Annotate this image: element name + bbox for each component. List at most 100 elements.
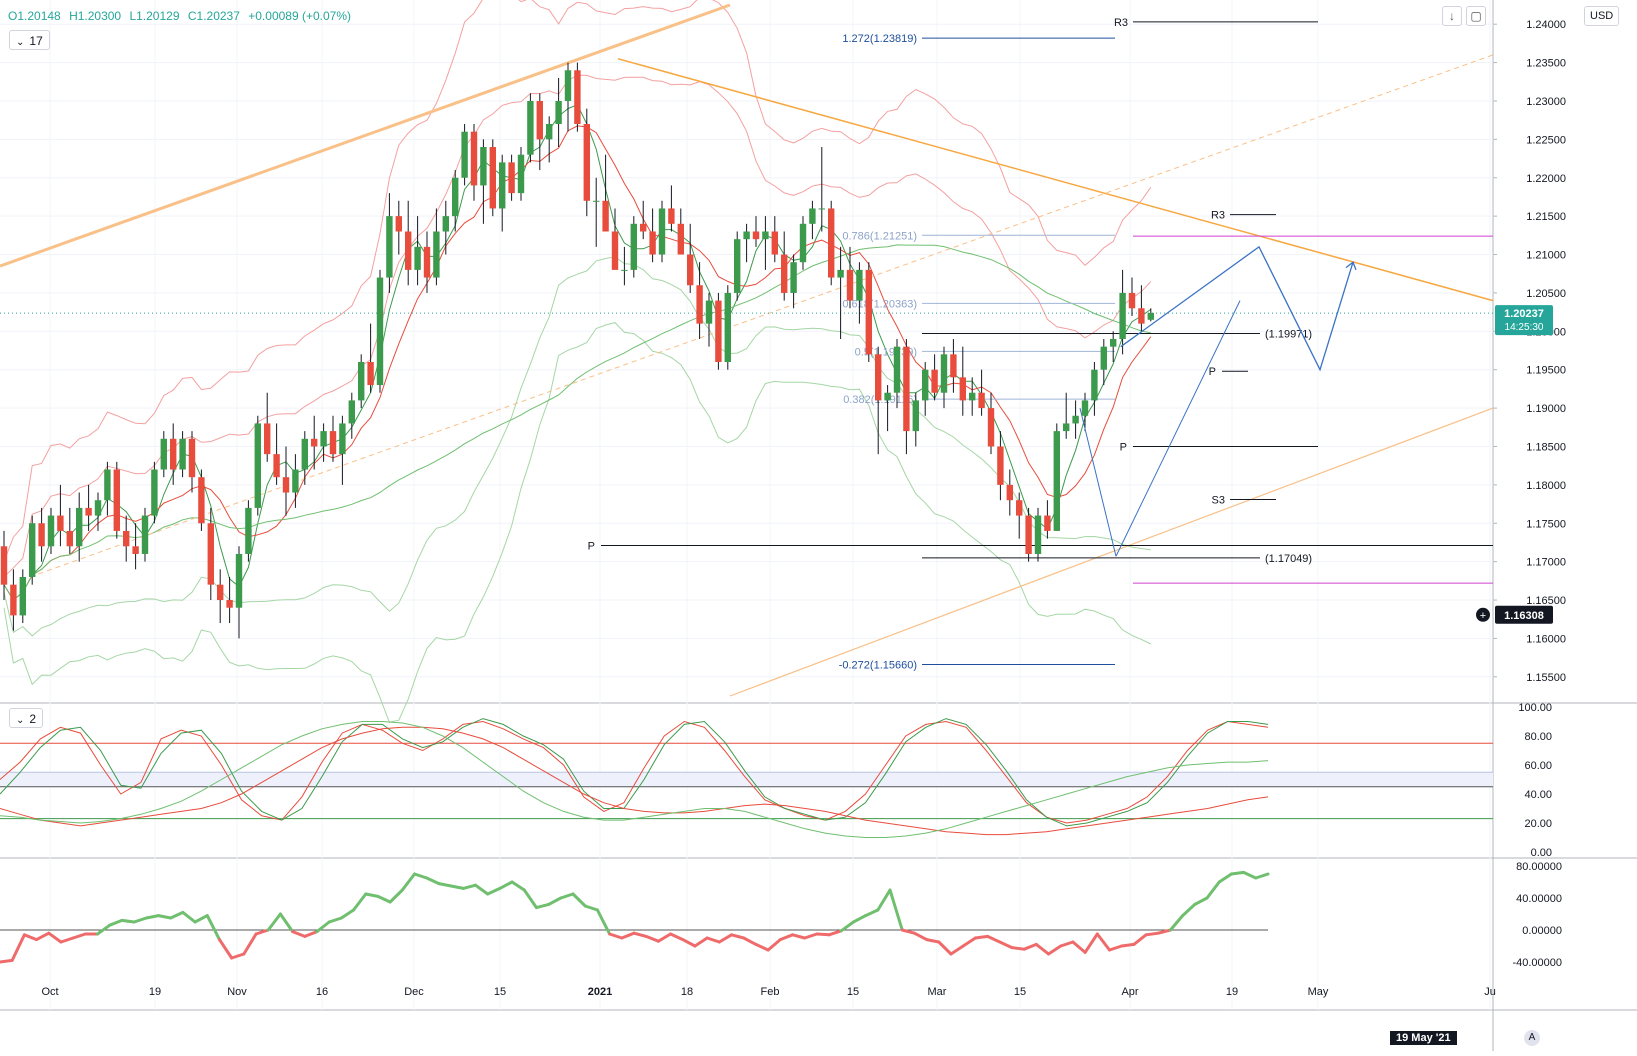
momentum-segment xyxy=(1071,940,1087,954)
momentum-segment xyxy=(157,914,173,920)
momentum-segment xyxy=(376,894,392,904)
price-tick-label: 1.24000 xyxy=(1526,19,1566,31)
candle-body xyxy=(884,392,891,401)
currency-label[interactable]: USD xyxy=(1584,6,1620,26)
horizontal-levels[interactable]: R3 1.272(1.23819) R3 0.786(1.21251) 0.618(1.… xyxy=(588,17,1493,672)
candle-body xyxy=(611,231,619,270)
mom-tick-label: 40.00000 xyxy=(1516,893,1562,905)
candle-body xyxy=(358,362,365,401)
momentum-segment xyxy=(1242,870,1258,880)
momentum-segment xyxy=(437,882,453,888)
momentum-segment xyxy=(522,888,538,910)
candle-body xyxy=(207,523,214,585)
oscillator-line xyxy=(0,726,1269,836)
fullscreen-icon[interactable]: ▢ xyxy=(1466,6,1486,26)
lower-band xyxy=(3,322,1152,723)
price-axes[interactable]: 1.24000 1.23500 1.23000 1.22500 1.22000 1.215… xyxy=(1476,19,1566,969)
momentum-segment xyxy=(986,934,1002,944)
add-alert-icon xyxy=(1476,607,1490,622)
candle-body xyxy=(29,523,36,577)
chevron-down-icon: ⌄ xyxy=(16,715,25,726)
arrow-down-icon[interactable]: ↓ xyxy=(1442,6,1462,26)
momentum-segment xyxy=(413,872,429,880)
candle-body xyxy=(743,231,750,240)
projection-path[interactable] xyxy=(1079,245,1357,557)
candle-body xyxy=(799,223,807,263)
momentum-segment xyxy=(10,933,26,962)
momentum-segment xyxy=(669,932,685,942)
momentum-segment xyxy=(266,912,282,932)
momentum-segment xyxy=(912,931,929,942)
momentum-segment xyxy=(1095,932,1111,952)
time-tick-label: Dec xyxy=(404,986,424,998)
momentum-segment xyxy=(888,888,904,932)
candle-body xyxy=(912,400,919,432)
candle-body xyxy=(837,269,844,278)
momentum-segment xyxy=(839,920,855,933)
level-label: (1.17049) xyxy=(1265,553,1312,565)
candle-body xyxy=(1053,431,1060,531)
momentum-segment xyxy=(1144,931,1160,937)
momentum-segment xyxy=(22,933,39,942)
time-axis[interactable]: Oct 19 Nov 16 Dec 15 2021 18 Feb 15 Mar 15 Apr 19 May J… xyxy=(41,986,1495,998)
candle-body xyxy=(677,223,684,255)
close-value: C1.20237 xyxy=(187,9,240,23)
momentum-segment xyxy=(559,892,575,900)
candle-body xyxy=(762,231,769,240)
oscillator-toggle-button[interactable]: ⌄ 2 xyxy=(9,708,44,728)
indicators-toggle-button[interactable]: ⌄ 17 xyxy=(9,30,50,50)
candle-body xyxy=(376,277,384,386)
candle-body xyxy=(1006,484,1013,501)
candle-body xyxy=(198,477,205,524)
candle-body xyxy=(339,423,346,455)
momentum-segment xyxy=(1022,942,1038,951)
momentum-segment xyxy=(961,936,977,948)
momentum-segment xyxy=(461,883,477,890)
momentum-segment xyxy=(705,936,721,944)
candle-body xyxy=(1147,312,1154,320)
lower-channel-trendline xyxy=(729,407,1494,697)
momentum-segment xyxy=(1059,940,1075,948)
candle-body xyxy=(781,254,788,293)
momentum-segment xyxy=(973,934,990,940)
candle-body xyxy=(1128,292,1136,309)
candle-body xyxy=(94,500,102,516)
momentum-segment xyxy=(632,931,648,938)
price-tick-label: 1.18500 xyxy=(1526,441,1566,453)
momentum-segment xyxy=(254,928,270,936)
momentum-segment xyxy=(1156,928,1172,935)
momentum-segment xyxy=(949,944,965,956)
candle-body xyxy=(1072,415,1079,424)
candle-body xyxy=(508,162,515,194)
swing-leg xyxy=(1079,407,1117,557)
time-tick-label: 2021 xyxy=(588,986,612,998)
mid-band-fill xyxy=(0,772,1493,787)
candle-body xyxy=(264,423,271,455)
momentum-segment xyxy=(193,914,209,924)
candle-body xyxy=(564,70,572,101)
candle-body xyxy=(104,469,111,501)
trendlines[interactable] xyxy=(0,3,1494,697)
momentum-segment xyxy=(96,923,112,936)
momentum-segment xyxy=(693,936,709,948)
momentum-segment xyxy=(571,892,587,908)
candle-body xyxy=(433,231,440,278)
candle-body xyxy=(696,285,703,324)
candles xyxy=(0,62,1154,639)
candle-body xyxy=(517,154,525,194)
osc-tick-label: 40.00 xyxy=(1524,789,1552,801)
momentum-segment xyxy=(534,902,551,910)
auto-scale-button[interactable]: A xyxy=(1524,1030,1540,1046)
candle-body xyxy=(687,254,694,286)
price-tick-label: 1.15500 xyxy=(1526,672,1566,684)
momentum-segment xyxy=(1132,933,1148,946)
last-price-value: 1.20237 xyxy=(1504,308,1544,320)
candle-body xyxy=(123,530,130,547)
candle-body xyxy=(292,469,299,493)
momentum-segment xyxy=(339,908,356,920)
level-label: 1.272(1.23819) xyxy=(842,33,917,45)
candle-body xyxy=(442,216,449,232)
ma-fast xyxy=(3,104,1152,601)
